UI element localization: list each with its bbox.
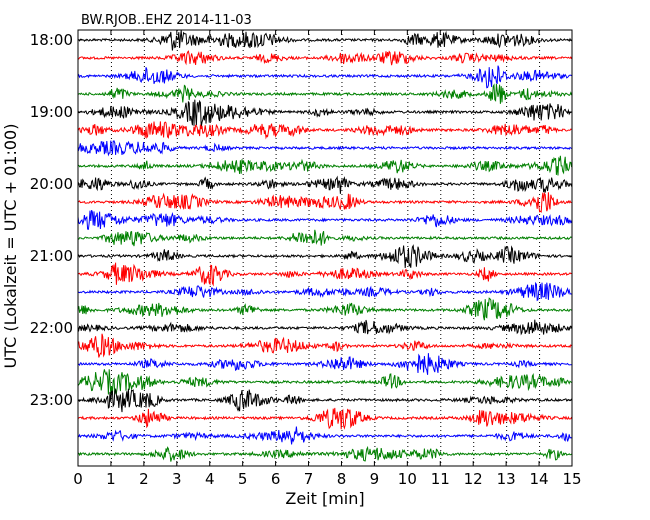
seismogram-trace <box>77 65 572 89</box>
y-axis: 18:00 19:00 20:00 21:00 22:00 23:00 <box>30 31 572 409</box>
chart-title: BW.RJOB..EHZ 2014-11-03 <box>81 13 252 28</box>
seismogram-trace <box>77 121 572 140</box>
x-tick-label: 7 <box>304 470 314 488</box>
seismogram-trace <box>77 353 572 375</box>
seismogram-trace <box>77 319 573 336</box>
seismogram-trace <box>78 155 573 176</box>
seismogram-trace <box>77 333 572 358</box>
trace-group <box>77 30 573 462</box>
seismogram-trace <box>78 229 572 247</box>
seismogram-trace <box>77 297 572 321</box>
x-tick-label: 15 <box>562 470 581 488</box>
seismogram-trace <box>77 99 572 128</box>
seismogram-trace <box>77 369 572 395</box>
x-tick-label: 12 <box>464 470 483 488</box>
seismogram-trace <box>77 445 572 462</box>
seismogram-trace <box>77 262 572 287</box>
seismogram-trace <box>77 83 573 104</box>
y-tick-label: 19:00 <box>30 103 73 121</box>
seismogram-trace <box>77 210 573 230</box>
x-tick-label: 2 <box>139 470 149 488</box>
y-tick-label: 21:00 <box>30 247 73 265</box>
seismogram-trace <box>77 50 573 66</box>
x-tick-label: 9 <box>370 470 380 488</box>
seismogram-trace <box>77 426 572 445</box>
seismogram-trace <box>77 140 572 157</box>
y-tick-label: 23:00 <box>30 391 73 409</box>
y-tick-label: 18:00 <box>30 31 73 49</box>
seismogram-trace <box>77 281 572 302</box>
x-tick-label: 6 <box>271 470 281 488</box>
seismogram-trace <box>77 175 573 194</box>
seismogram-trace <box>78 30 572 51</box>
x-tick-label: 10 <box>398 470 417 488</box>
seismogram-trace <box>77 244 572 269</box>
seismogram-trace <box>77 407 573 430</box>
x-tick-label: 0 <box>73 470 83 488</box>
x-tick-label: 14 <box>530 470 549 488</box>
x-axis-label: Zeit [min] <box>285 489 364 508</box>
x-axis: 0 1 2 3 4 5 6 7 8 9 10 11 12 13 14 15 <box>73 30 582 488</box>
x-tick-label: 11 <box>431 470 450 488</box>
x-tick-label: 13 <box>497 470 516 488</box>
seismogram-trace <box>77 387 573 413</box>
x-tick-label: 5 <box>238 470 248 488</box>
y-axis-label: UTC (Lokalzeit = UTC + 01:00) <box>1 124 20 369</box>
x-tick-label: 1 <box>106 470 116 488</box>
x-tick-label: 8 <box>337 470 347 488</box>
y-tick-label: 22:00 <box>30 319 73 337</box>
plot-frame <box>77 29 573 467</box>
x-tick-label: 4 <box>205 470 215 488</box>
seismogram-trace <box>77 191 572 213</box>
grid-lines <box>110 30 541 466</box>
x-tick-label: 3 <box>172 470 182 488</box>
y-tick-label: 20:00 <box>30 175 73 193</box>
